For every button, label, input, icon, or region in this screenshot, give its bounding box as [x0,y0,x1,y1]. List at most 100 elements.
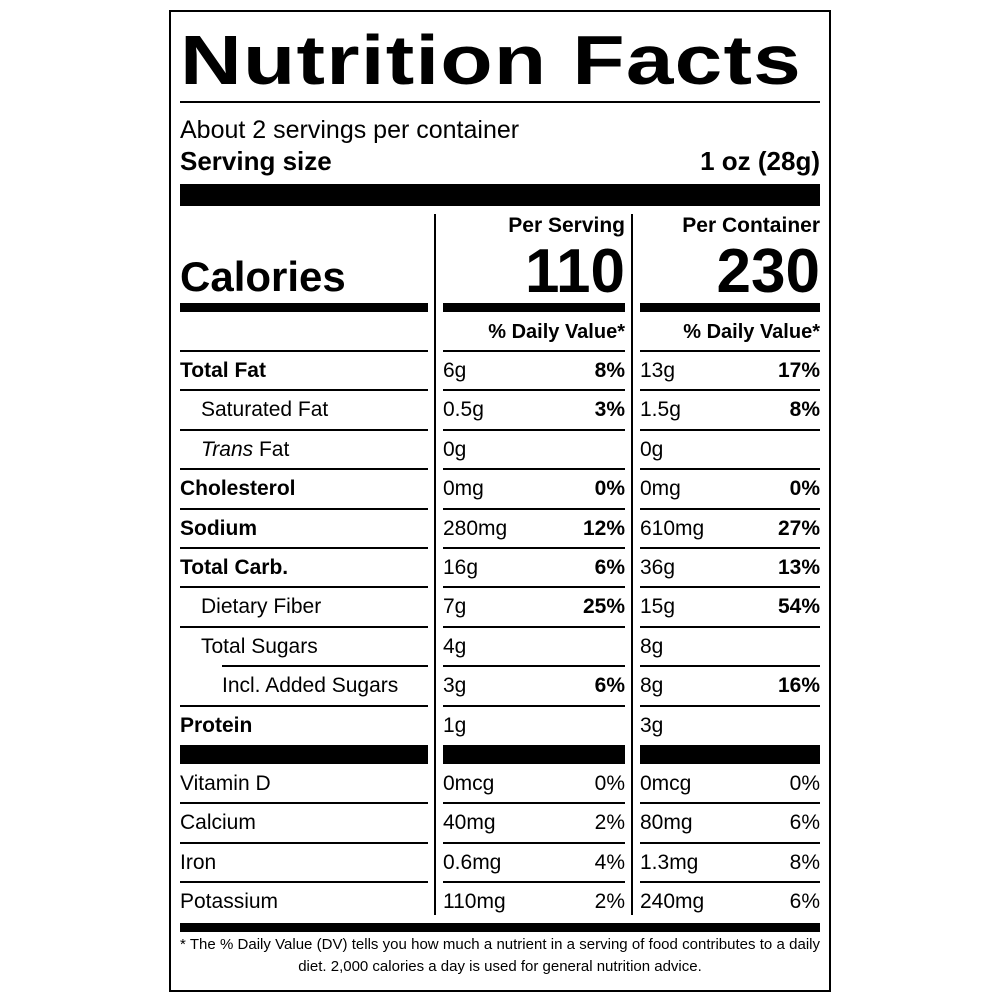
daily-value: 27% [777,516,820,540]
nutrient-name: Protein [180,712,252,739]
row-line [640,881,820,884]
nutrient-name-text: Saturated Fat [201,398,329,422]
daily-value: 13% [777,556,820,580]
column-divider [434,214,436,915]
row-line [640,468,820,471]
nutrient-name: Trans Fat [201,436,289,463]
row-line [443,468,625,471]
daily-value-header: % Daily Value* [683,321,820,343]
row-line [443,507,625,510]
thick-bar [180,745,428,764]
nutrient-name: Saturated Fat [201,396,328,423]
amount: 0mg [443,477,484,501]
calories-value: 110 [524,236,625,306]
row-line [640,428,820,431]
title-rule [180,101,820,103]
nutrient-name-italic: Trans [201,437,254,461]
amount: 80mg [640,811,693,835]
row-line [180,468,428,471]
calories-label: Calories [180,252,346,300]
nutrient-name-text: Total Carb. [180,556,289,580]
amount: 0mg [640,477,681,501]
title: Nutrition Facts [180,20,802,99]
amount: 4g [443,634,467,658]
row-line [640,350,820,352]
nutrient-name-text: Calcium [180,811,256,835]
amount: 0mcg [640,772,692,796]
daily-value: 25% [582,595,625,619]
daily-value: 16% [777,674,820,698]
row-line [443,586,625,589]
nutrient-name: Incl. Added Sugars [222,672,398,699]
amount: 0.6mg [443,850,502,874]
daily-value: 6% [594,674,625,698]
row-line [640,547,820,549]
row-line [443,625,625,628]
row-line [443,841,625,844]
column-divider [631,214,633,915]
amount: 610mg [640,516,705,540]
row-line [640,389,820,392]
servings: About 2 servings per container [180,115,520,144]
thick-bar [180,922,820,932]
thick-bar [640,745,820,764]
daily-value: 8% [789,398,820,422]
daily-value: 0% [594,772,625,796]
daily-value: 6% [594,556,625,580]
nutrient-name: Iron [180,849,216,876]
row-line [180,547,428,549]
row-line [640,586,820,589]
nutrition-label [169,10,831,992]
amount: 280mg [443,516,508,540]
nutrient-name: Potassium [180,888,278,915]
amount: 3g [443,674,467,698]
thick-bar [180,184,820,206]
daily-value: 8% [594,359,625,383]
nutrient-name: Total Carb. [180,554,288,581]
row-line [180,428,428,431]
row-line [443,704,625,707]
nutrient-name-text: Potassium [180,890,279,914]
amount: 1.5g [640,398,681,422]
amount: 8g [640,674,664,698]
nutrient-name-text: Iron [180,850,217,874]
amount: 0.5g [443,398,484,422]
row-line [443,428,625,431]
row-line [222,665,428,668]
row-line [640,625,820,628]
row-line [443,665,625,668]
amount: 110mg [443,890,506,914]
nutrient-name-text: Dietary Fiber [201,595,322,619]
row-line [640,507,820,510]
row-line [640,841,820,844]
nutrient-name-text: Total Fat [180,359,266,383]
amount: 8g [640,634,664,658]
thick-bar [443,745,625,764]
amount: 0mcg [443,772,495,796]
nutrient-name: Cholesterol [180,475,296,502]
row-line [180,802,428,805]
daily-value: 54% [777,595,820,619]
daily-value: 12% [582,516,625,540]
amount: 0g [443,437,467,461]
nutrient-name: Dietary Fiber [201,593,321,620]
amount: 6g [443,359,467,383]
daily-value-header: % Daily Value* [488,321,625,343]
row-line [443,389,625,392]
nutrient-name-text: Cholesterol [180,477,296,501]
amount: 36g [640,556,676,580]
daily-value: 6% [789,811,820,835]
row-line [180,881,428,884]
serving-size-label: Serving size [180,146,332,177]
nutrient-name-text: Fat [258,437,290,461]
row-line [443,350,625,352]
nutrient-name: Total Fat [180,357,266,384]
amount: 13g [640,359,676,383]
nutrient-name-text: Vitamin D [180,772,271,796]
daily-value: 0% [789,772,820,796]
amount: 3g [640,713,664,737]
nutrient-name: Sodium [180,515,257,542]
column-header: Per Container [682,214,820,238]
row-line [180,704,428,707]
